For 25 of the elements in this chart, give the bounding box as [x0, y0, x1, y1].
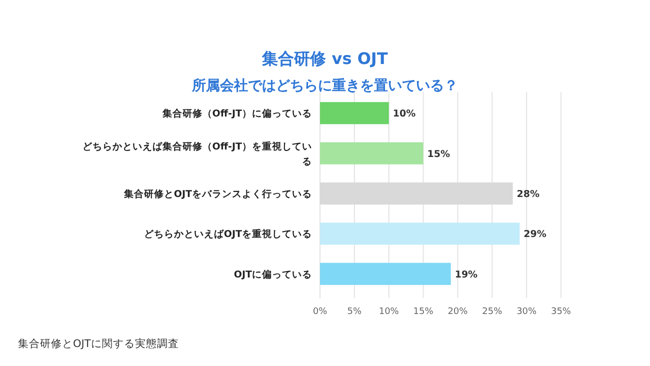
y-tick-label: どちらかといえば集合研修（Off-JT）を重視している: [82, 140, 312, 168]
x-tick-label: 5%: [347, 307, 362, 317]
text: 集合研修とOJTに関する実態調査: [18, 337, 179, 350]
data-label: 15%: [427, 148, 451, 160]
x-tick-label: 0%: [312, 307, 328, 317]
x-tick-label: 30%: [516, 307, 538, 317]
x-tick-label: 10%: [378, 307, 400, 317]
bar: [320, 142, 424, 164]
x-tick-label: 35%: [550, 307, 572, 317]
data-label: 19%: [454, 269, 478, 280]
bar: [320, 102, 389, 124]
y-tick-label: どちらかといえばOJTを重視している: [144, 228, 312, 240]
y-tick-label: OJTに偏っている: [234, 268, 312, 280]
x-tick-label: 15%: [413, 307, 434, 317]
bar: [320, 222, 520, 245]
x-tick-label: 20%: [448, 307, 468, 317]
data-label: 29%: [524, 229, 547, 240]
data-label: 10%: [392, 108, 416, 120]
bar: [320, 262, 451, 285]
data-label: 28%: [516, 189, 540, 200]
chart-title: 集合研修 vs OJT: [261, 49, 388, 68]
y-tick-label: 集合研修とOJTをバランスよく行っている: [122, 188, 312, 200]
chart-subtitle: 所属会社ではどちらに重きを置いている？: [191, 78, 458, 94]
x-tick-label: 25%: [482, 307, 503, 317]
y-tick-label: 集合研修（Off-JT）に偏っている: [161, 108, 312, 120]
